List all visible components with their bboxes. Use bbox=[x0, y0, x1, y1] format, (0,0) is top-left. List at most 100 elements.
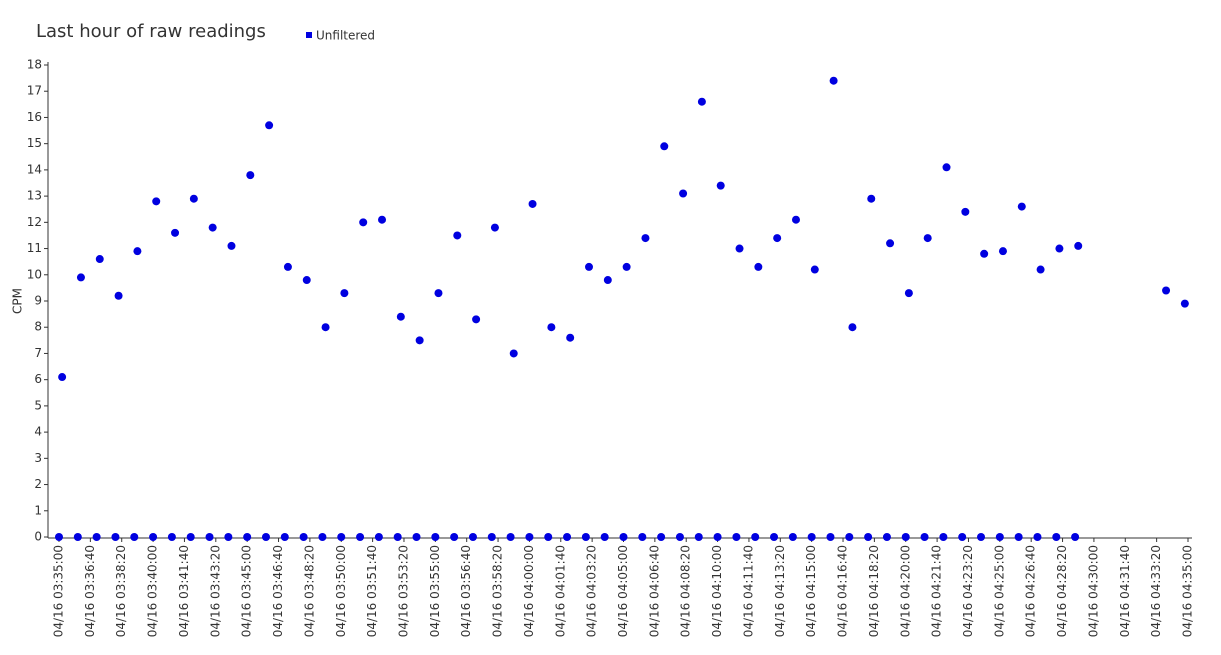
x-tick-label: 04/16 04:01:40 bbox=[553, 545, 567, 637]
x-tick-label: 04/16 03:40:00 bbox=[146, 545, 160, 637]
point bbox=[754, 262, 763, 271]
point bbox=[886, 239, 895, 248]
y-tick-label: 10 bbox=[27, 267, 42, 281]
x-tick-label: 04/16 04:08:20 bbox=[679, 545, 693, 637]
point bbox=[660, 142, 669, 151]
point bbox=[246, 171, 255, 180]
point bbox=[619, 533, 628, 541]
point bbox=[396, 312, 405, 321]
point bbox=[133, 247, 142, 256]
point bbox=[283, 262, 292, 271]
chart-title: Last hour of raw readings bbox=[36, 21, 266, 42]
point bbox=[359, 218, 368, 227]
x-tick-label: 04/16 04:35:00 bbox=[1181, 545, 1195, 637]
point bbox=[980, 249, 989, 258]
point bbox=[864, 533, 873, 541]
point bbox=[318, 533, 327, 541]
point bbox=[189, 194, 198, 203]
point bbox=[208, 223, 217, 232]
point bbox=[1180, 299, 1189, 308]
point bbox=[942, 163, 951, 172]
point bbox=[732, 533, 741, 541]
point bbox=[114, 291, 123, 300]
point bbox=[920, 533, 929, 541]
point bbox=[657, 533, 666, 541]
x-tick-label: 04/16 03:41:40 bbox=[177, 545, 191, 637]
point bbox=[1033, 533, 1042, 541]
point bbox=[525, 533, 534, 541]
x-tick-label: 04/16 04:20:00 bbox=[898, 545, 912, 637]
point bbox=[829, 76, 838, 85]
y-tick-label: 6 bbox=[34, 372, 42, 386]
y-tick-label: 18 bbox=[27, 58, 42, 72]
point bbox=[468, 533, 477, 541]
point bbox=[431, 533, 440, 541]
point bbox=[1074, 241, 1083, 250]
point bbox=[186, 533, 195, 541]
y-tick-label: 7 bbox=[34, 346, 42, 360]
point bbox=[977, 533, 986, 541]
point bbox=[337, 533, 346, 541]
point bbox=[321, 323, 330, 332]
y-tick-label: 1 bbox=[34, 503, 42, 517]
point bbox=[92, 533, 101, 541]
point bbox=[1014, 533, 1023, 541]
point bbox=[788, 533, 797, 541]
point bbox=[882, 533, 891, 541]
point bbox=[826, 533, 835, 541]
point bbox=[299, 533, 308, 541]
point bbox=[167, 533, 176, 541]
point bbox=[961, 207, 970, 216]
point bbox=[1071, 533, 1080, 541]
point bbox=[55, 533, 63, 541]
point bbox=[415, 336, 424, 345]
x-tick-label: 04/16 04:05:00 bbox=[616, 545, 630, 637]
x-tick-label: 04/16 04:33:20 bbox=[1149, 545, 1163, 637]
point bbox=[149, 533, 158, 541]
point bbox=[378, 215, 387, 224]
point bbox=[581, 533, 590, 541]
x-tick-label: 04/16 04:16:40 bbox=[836, 545, 850, 637]
point bbox=[171, 228, 180, 237]
y-tick-label: 9 bbox=[34, 294, 42, 308]
point bbox=[73, 533, 82, 541]
legend-swatch bbox=[306, 32, 312, 38]
point bbox=[224, 533, 233, 541]
x-tick-label: 04/16 03:36:40 bbox=[83, 545, 97, 637]
y-tick-label: 16 bbox=[27, 110, 42, 124]
x-tick-label: 04/16 04:23:20 bbox=[961, 545, 975, 637]
point bbox=[867, 194, 876, 203]
point bbox=[845, 533, 854, 541]
y-tick-label: 8 bbox=[34, 320, 42, 334]
point bbox=[1036, 265, 1045, 274]
x-tick-label: 04/16 03:46:40 bbox=[271, 545, 285, 637]
point bbox=[227, 241, 236, 250]
point bbox=[679, 189, 688, 198]
y-tick-label: 5 bbox=[34, 398, 42, 412]
point bbox=[697, 97, 706, 106]
point bbox=[939, 533, 948, 541]
point bbox=[58, 373, 67, 382]
point bbox=[487, 533, 496, 541]
point bbox=[506, 533, 515, 541]
point bbox=[848, 323, 857, 332]
point bbox=[265, 121, 274, 130]
point bbox=[998, 247, 1007, 256]
x-tick-label: 04/16 04:31:40 bbox=[1118, 545, 1132, 637]
point bbox=[810, 265, 819, 274]
y-tick-label: 11 bbox=[27, 241, 42, 255]
x-tick-label: 04/16 04:28:20 bbox=[1055, 545, 1069, 637]
point bbox=[302, 276, 311, 285]
x-tick-label: 04/16 03:45:00 bbox=[240, 545, 254, 637]
x-tick-label: 04/16 04:03:20 bbox=[585, 545, 599, 637]
point bbox=[340, 289, 349, 298]
point bbox=[566, 333, 575, 342]
point bbox=[904, 289, 913, 298]
point bbox=[374, 533, 383, 541]
point bbox=[995, 533, 1004, 541]
point bbox=[694, 533, 703, 541]
x-tick-label: 04/16 03:58:20 bbox=[491, 545, 505, 637]
point bbox=[261, 533, 270, 541]
point bbox=[152, 197, 161, 206]
